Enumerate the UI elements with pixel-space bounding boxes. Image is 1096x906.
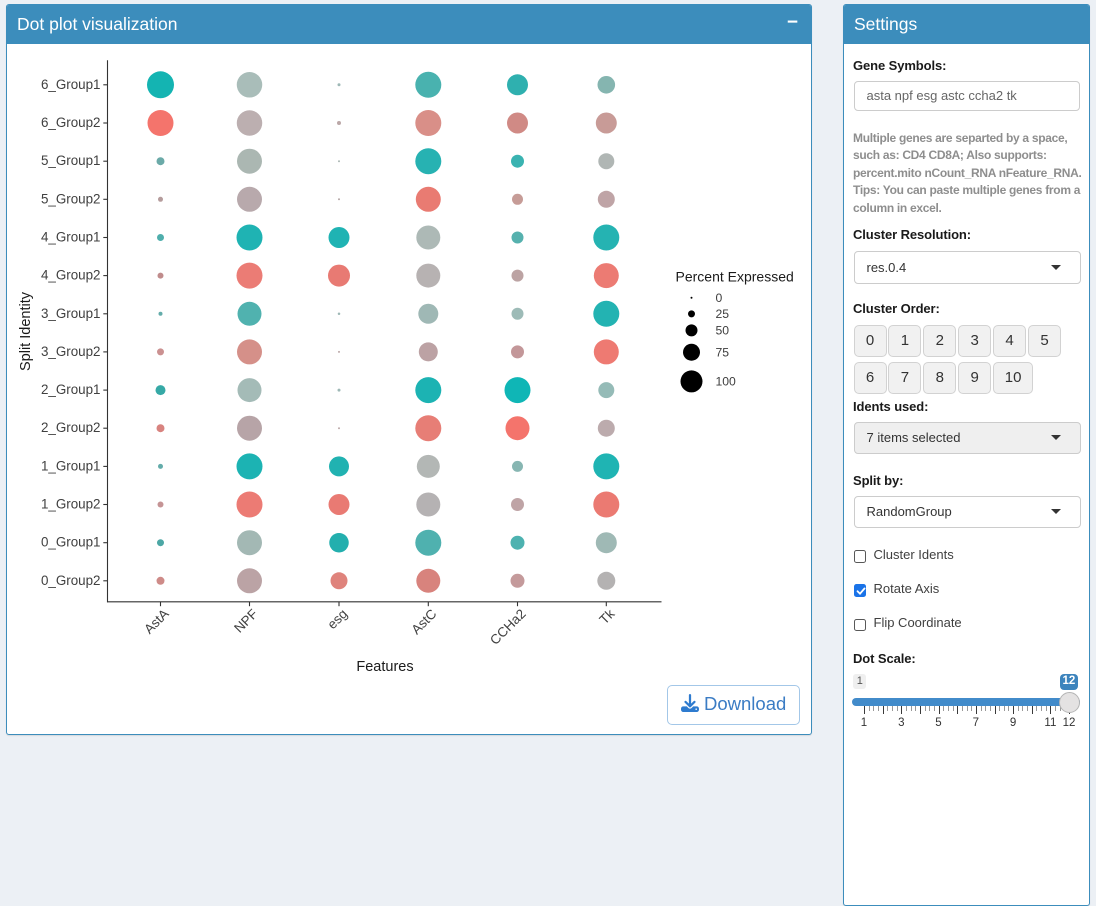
- svg-text:3_Group1: 3_Group1: [41, 306, 101, 321]
- svg-text:5_Group2: 5_Group2: [41, 191, 101, 206]
- svg-text:75: 75: [716, 346, 730, 360]
- svg-text:CCHa2: CCHa2: [487, 606, 529, 648]
- svg-text:4_Group2: 4_Group2: [41, 268, 101, 283]
- svg-text:2_Group1: 2_Group1: [41, 382, 101, 397]
- svg-text:2_Group2: 2_Group2: [41, 420, 101, 435]
- svg-text:0_Group2: 0_Group2: [41, 573, 101, 588]
- svg-text:0_Group1: 0_Group1: [41, 535, 101, 550]
- svg-text:25: 25: [716, 307, 730, 321]
- svg-text:Split Identity: Split Identity: [18, 291, 34, 371]
- svg-text:1_Group2: 1_Group2: [41, 497, 101, 512]
- svg-text:50: 50: [716, 324, 730, 338]
- svg-text:Percent Expressed: Percent Expressed: [676, 269, 794, 285]
- svg-text:3_Group2: 3_Group2: [41, 344, 101, 359]
- svg-text:5_Group1: 5_Group1: [41, 153, 101, 168]
- svg-text:0: 0: [716, 291, 723, 305]
- svg-text:6_Group2: 6_Group2: [41, 115, 101, 130]
- svg-text:NPF: NPF: [231, 606, 261, 636]
- svg-text:Tk: Tk: [596, 606, 617, 627]
- svg-text:AstC: AstC: [408, 606, 439, 637]
- svg-text:1_Group1: 1_Group1: [41, 458, 101, 473]
- svg-text:6_Group1: 6_Group1: [41, 77, 101, 92]
- svg-text:AstA: AstA: [141, 606, 172, 637]
- svg-text:4_Group1: 4_Group1: [41, 230, 101, 245]
- svg-text:Features: Features: [356, 659, 413, 675]
- svg-text:100: 100: [716, 375, 737, 389]
- svg-text:esg: esg: [324, 606, 350, 632]
